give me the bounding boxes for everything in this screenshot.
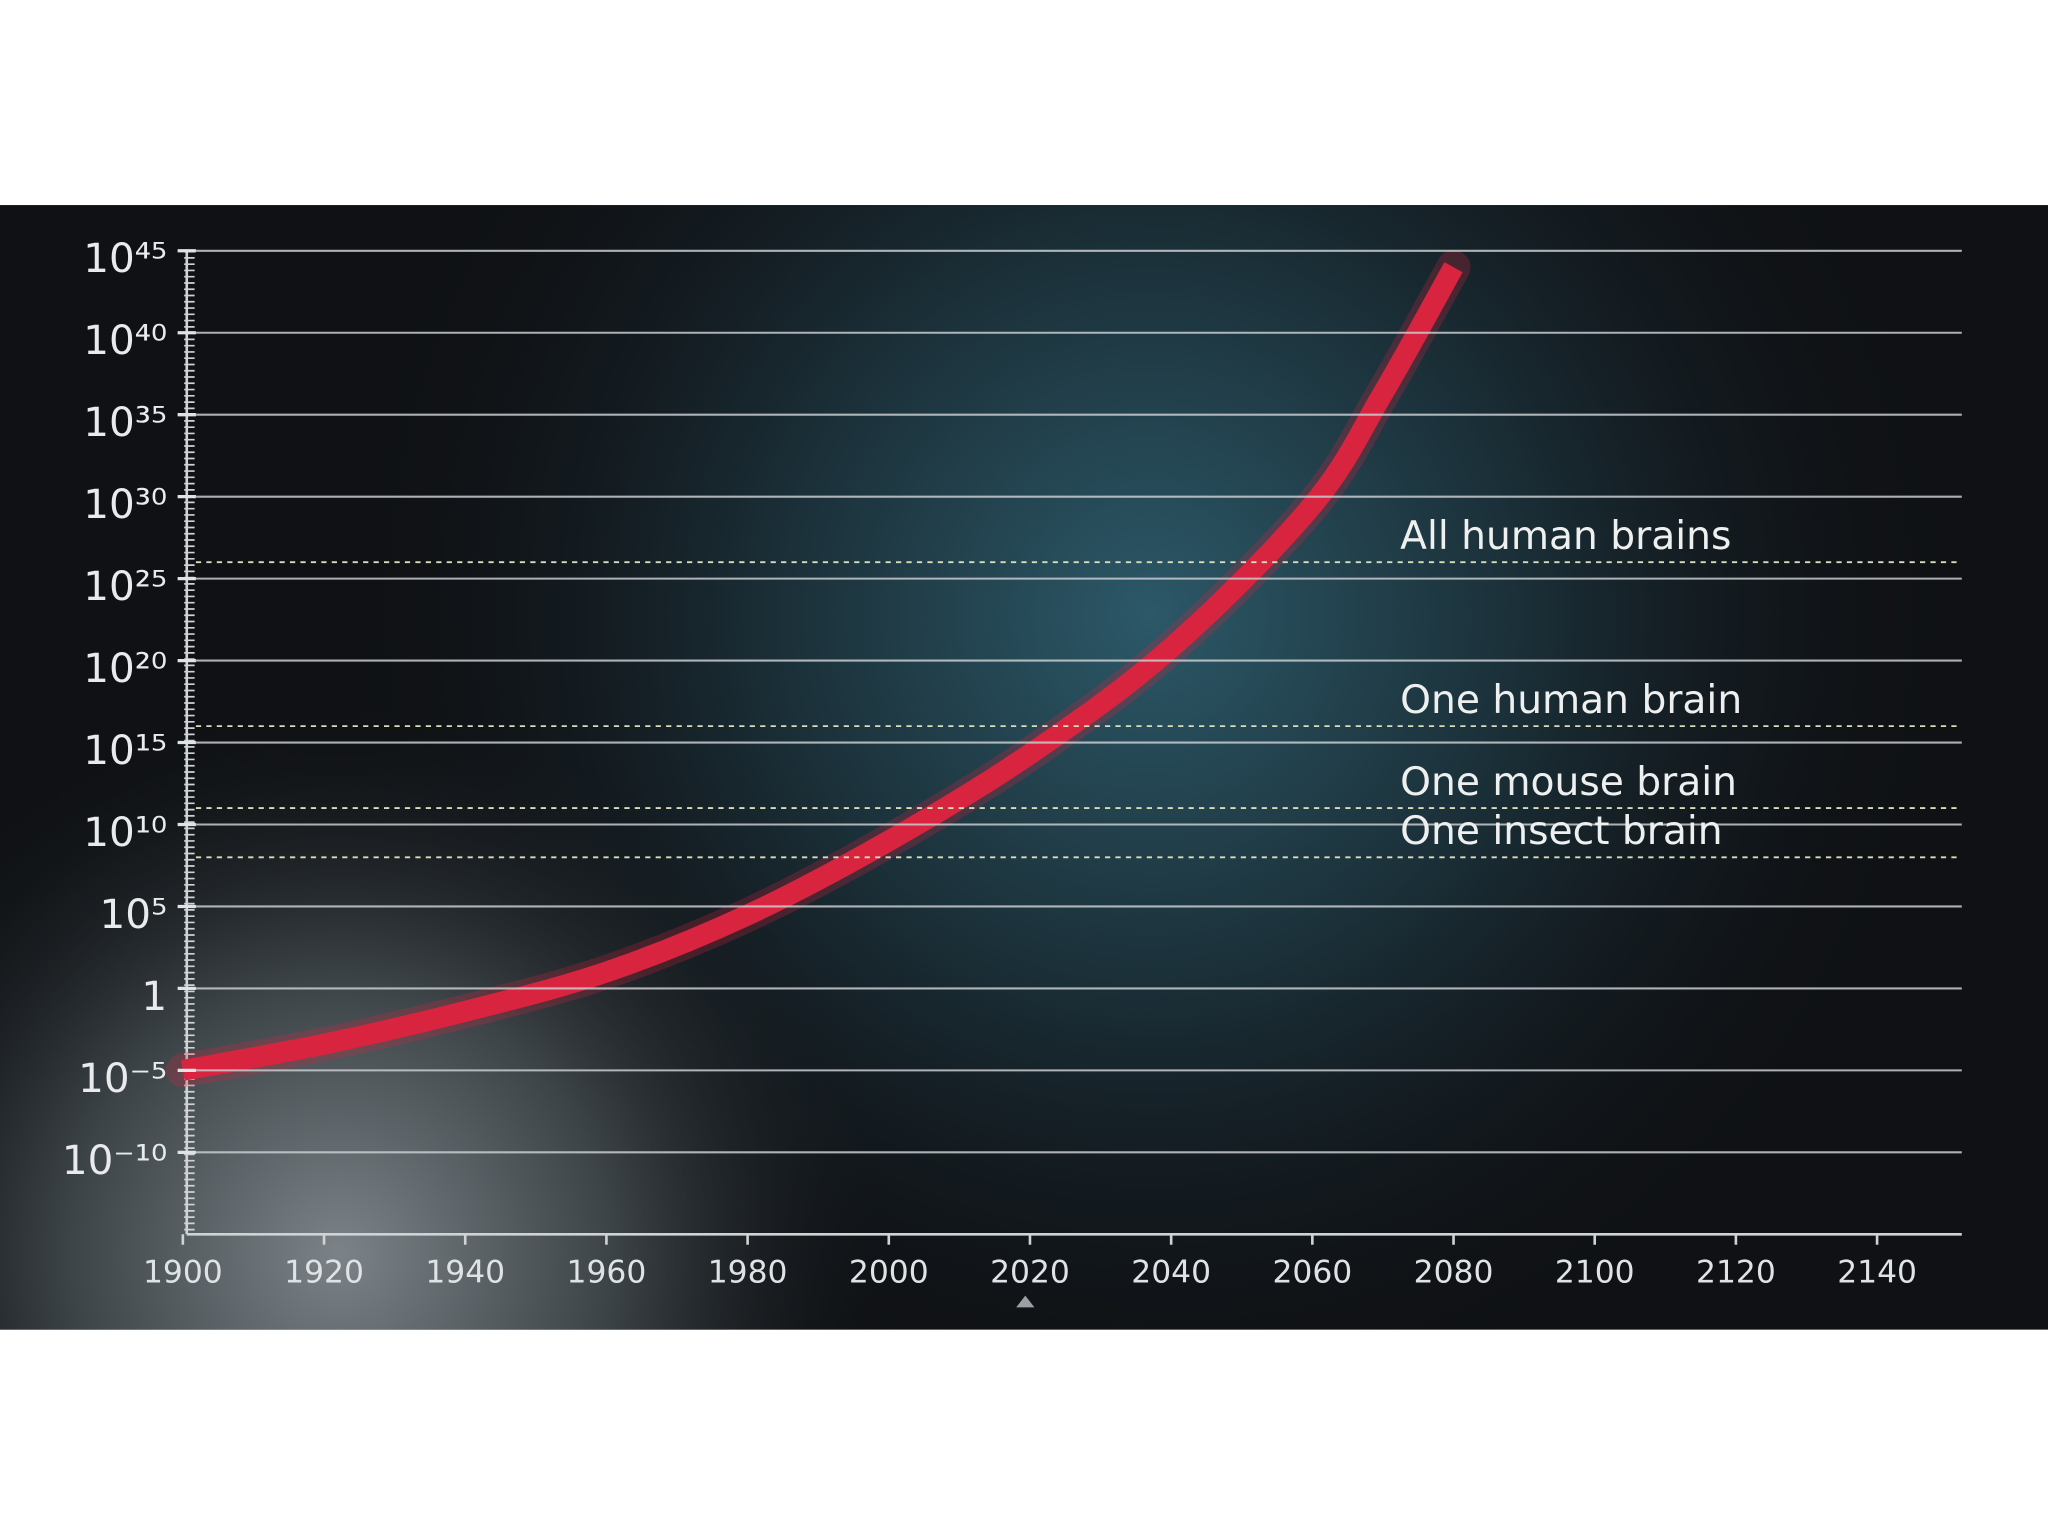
y-tick-label: 10²⁵: [83, 562, 167, 610]
x-tick-label: 1980: [708, 1254, 788, 1290]
reference-label: One insect brain: [1400, 809, 1722, 854]
y-tick-label: 1: [141, 972, 167, 1020]
x-tick-label: 1900: [143, 1254, 223, 1290]
x-tick-label: 2080: [1414, 1254, 1494, 1290]
x-tick-label: 2000: [849, 1254, 929, 1290]
x-tick-label: 1920: [284, 1254, 364, 1290]
y-tick-label: 10¹⁵: [83, 726, 167, 774]
x-tick-label: 1960: [567, 1254, 647, 1290]
reference-label: One human brain: [1400, 678, 1742, 723]
x-tick-label: 2100: [1555, 1254, 1635, 1290]
x-tick-label: 2140: [1837, 1254, 1917, 1290]
y-tick-label: 10³⁵: [83, 398, 167, 446]
y-tick-label: 10²⁰: [83, 644, 167, 692]
y-tick-label: 10¹⁰: [83, 808, 167, 856]
y-tick-label: 10⁴⁰: [83, 316, 167, 364]
y-tick-label: 10⁻¹⁰: [62, 1136, 167, 1184]
now-marker: [1016, 1295, 1035, 1308]
series-line: [180, 262, 1463, 1081]
plot: [165, 250, 1471, 1088]
x-tick-label: 1940: [425, 1254, 505, 1290]
x-tick-label: 2020: [990, 1254, 1070, 1290]
x-tick-label: 2040: [1131, 1254, 1211, 1290]
y-tick-label: 10³⁰: [83, 480, 167, 528]
x-tick-label: 2060: [1272, 1254, 1352, 1290]
y-tick-label: 10⁵: [99, 890, 167, 938]
y-tick-label: 10⁻⁵: [78, 1054, 167, 1102]
y-tick-label: 10⁴⁵: [83, 234, 167, 282]
reference-label: One mouse brain: [1400, 760, 1737, 805]
x-tick-label: 2120: [1696, 1254, 1776, 1290]
reference-label: All human brains: [1400, 514, 1731, 559]
